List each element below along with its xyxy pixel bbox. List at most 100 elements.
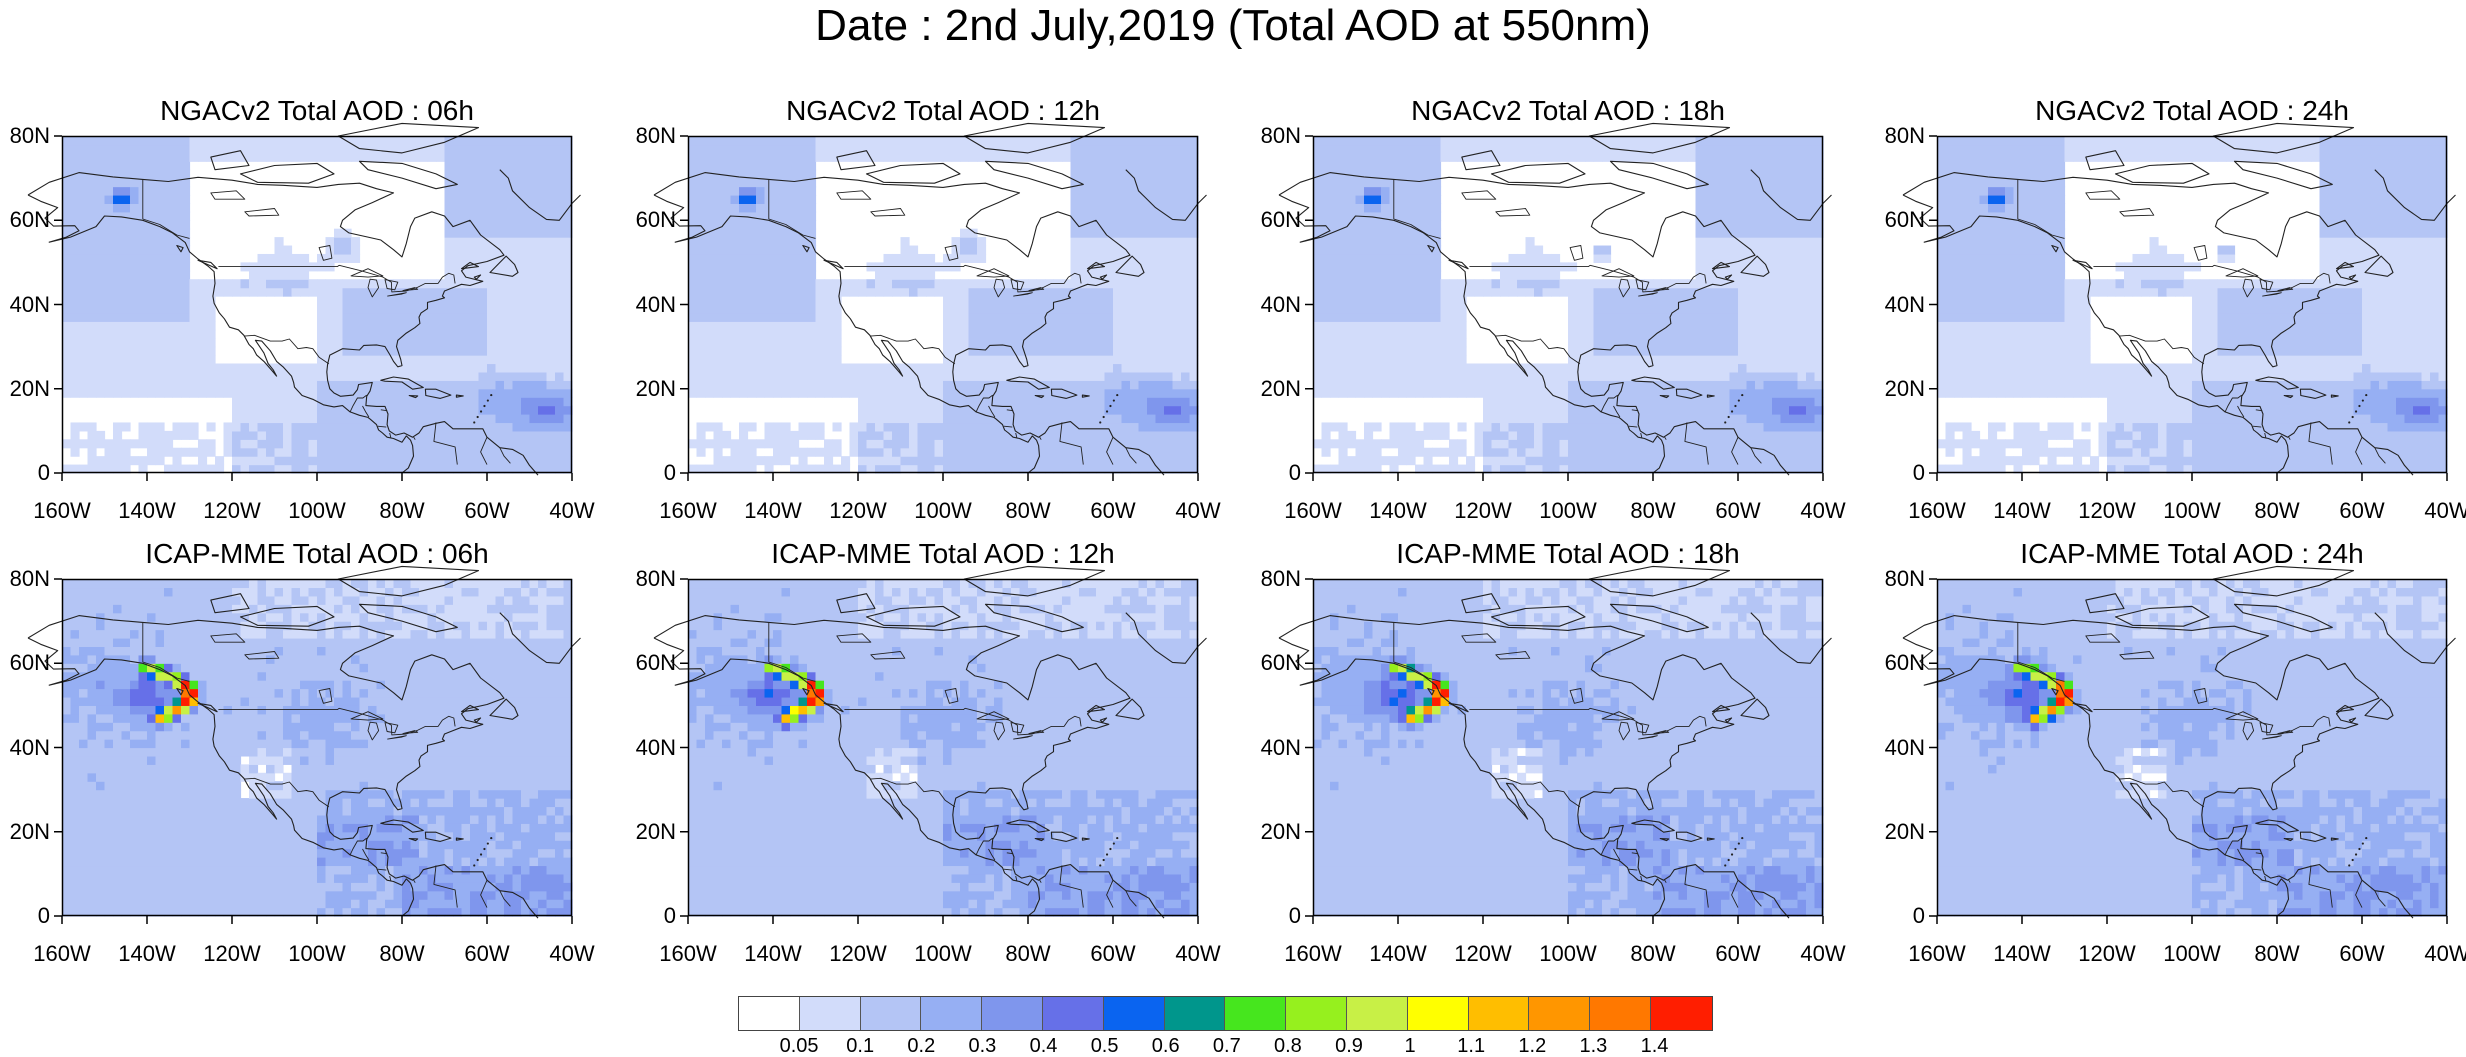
colorbar-label: 0.4 xyxy=(1014,1036,1074,1056)
lat-label: 20N xyxy=(0,820,50,844)
lon-label: 140W xyxy=(1358,499,1438,523)
panel-title: ICAP-MME Total AOD : 18h xyxy=(1273,537,1863,571)
lon-label: 140W xyxy=(107,942,187,966)
country-border xyxy=(1495,335,1580,364)
colorbar-swatch xyxy=(1286,997,1347,1030)
colorbar-label: 0.8 xyxy=(1258,1036,1318,1056)
lon-label: 40W xyxy=(2407,942,2466,966)
lat-label: 0 xyxy=(1865,461,1925,485)
lon-label: 60W xyxy=(2322,499,2402,523)
figure-title: Date : 2nd July,2019 (Total AOD at 550nm… xyxy=(0,2,2466,50)
lat-label: 80N xyxy=(1865,567,1925,591)
aod-field xyxy=(1313,579,1824,917)
island-outline xyxy=(2073,260,2092,268)
lat-label: 0 xyxy=(1865,904,1925,928)
lat-label: 60N xyxy=(1865,651,1925,675)
island-dot xyxy=(1738,842,1740,844)
lake-outline xyxy=(2086,191,2120,199)
lat-label: 20N xyxy=(616,820,676,844)
island-dot xyxy=(1109,848,1111,850)
lon-label: 160W xyxy=(1273,499,1353,523)
island-outline xyxy=(986,161,1084,188)
island-dot xyxy=(1103,859,1105,861)
island-dot xyxy=(1741,394,1743,396)
lon-label: 160W xyxy=(22,499,102,523)
lat-label: 40N xyxy=(616,293,676,317)
lat-label: 0 xyxy=(1241,904,1301,928)
island-dot xyxy=(1728,859,1730,861)
aod-map xyxy=(688,136,1198,473)
island-dot xyxy=(473,421,475,423)
lat-label: 60N xyxy=(0,208,50,232)
lon-label: 80W xyxy=(988,942,1068,966)
lat-label: 20N xyxy=(0,377,50,401)
colorbar-swatch xyxy=(1104,997,1165,1030)
lat-label: 80N xyxy=(616,567,676,591)
island-dot xyxy=(1724,864,1726,866)
lat-label: 80N xyxy=(0,567,50,591)
lake-outline xyxy=(1570,246,1583,261)
country-border xyxy=(870,335,955,364)
lon-label: 100W xyxy=(2152,499,2232,523)
colorbar-label: 1.4 xyxy=(1625,1036,1685,1056)
colorbar-label: 0.6 xyxy=(1136,1036,1196,1056)
island-dot xyxy=(1734,848,1736,850)
lat-label: 80N xyxy=(1241,567,1301,591)
lon-label: 120W xyxy=(192,942,272,966)
lon-label: 60W xyxy=(1698,499,1778,523)
island-dot xyxy=(2355,410,2357,412)
lon-label: 80W xyxy=(362,942,442,966)
lat-label: 0 xyxy=(0,904,50,928)
lon-label: 60W xyxy=(447,499,527,523)
island-dot xyxy=(477,859,479,861)
island-dot xyxy=(2358,848,2360,850)
colorbar-label: 0.05 xyxy=(769,1036,829,1056)
lon-label: 160W xyxy=(22,942,102,966)
aod-map xyxy=(1313,136,1823,473)
colorbar-label: 0.5 xyxy=(1075,1036,1135,1056)
aod-map xyxy=(1937,136,2447,473)
aod-field xyxy=(1937,136,2448,474)
lake-outline xyxy=(2194,246,2207,261)
lon-label: 140W xyxy=(107,499,187,523)
island-dot xyxy=(490,837,492,839)
lat-label: 20N xyxy=(1241,377,1301,401)
lon-label: 100W xyxy=(903,942,983,966)
colorbar-label: 0.7 xyxy=(1197,1036,1257,1056)
island-dot xyxy=(1731,853,1733,855)
colorbar-swatch xyxy=(921,997,982,1030)
panel-title: NGACv2 Total AOD : 24h xyxy=(1897,94,2466,128)
panel-title: NGACv2 Total AOD : 18h xyxy=(1273,94,1863,128)
lon-label: 120W xyxy=(818,499,898,523)
island-dot xyxy=(1738,399,1740,401)
aod-colorbar xyxy=(738,996,1713,1031)
lon-label: 40W xyxy=(532,499,612,523)
lon-label: 120W xyxy=(2067,499,2147,523)
colorbar-swatch xyxy=(1651,997,1712,1030)
island-dot xyxy=(2348,421,2350,423)
lat-label: 40N xyxy=(1865,293,1925,317)
aod-field xyxy=(1313,136,1824,474)
lat-label: 40N xyxy=(616,736,676,760)
panel-title: ICAP-MME Total AOD : 24h xyxy=(1897,537,2466,571)
island-outline xyxy=(360,161,458,188)
island-outline xyxy=(824,260,843,268)
lat-label: 0 xyxy=(616,904,676,928)
lon-label: 100W xyxy=(1528,942,1608,966)
island-outline xyxy=(241,163,335,183)
island-dot xyxy=(1099,864,1101,866)
lon-label: 100W xyxy=(903,499,983,523)
colorbar-swatch xyxy=(1225,997,1286,1030)
island-dot xyxy=(1728,416,1730,418)
lon-label: 80W xyxy=(1613,499,1693,523)
lon-label: 140W xyxy=(1982,499,2062,523)
lon-label: 80W xyxy=(2237,942,2317,966)
island-dot xyxy=(2355,853,2357,855)
lat-label: 40N xyxy=(0,293,50,317)
island-dot xyxy=(477,416,479,418)
aod-field xyxy=(62,136,573,474)
lon-label: 160W xyxy=(1897,499,1977,523)
colorbar-swatch xyxy=(1590,997,1651,1030)
